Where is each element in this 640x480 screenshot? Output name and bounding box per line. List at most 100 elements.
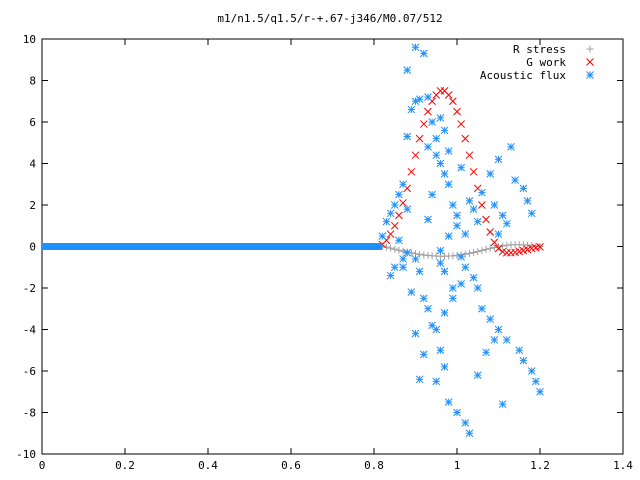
- data-point: [382, 243, 390, 251]
- data-point: [461, 250, 469, 258]
- data-point: [478, 246, 486, 254]
- legend-label: G work: [526, 56, 566, 69]
- data-point: [536, 243, 544, 251]
- data-point: [386, 271, 395, 280]
- data-point: [494, 325, 503, 334]
- data-point: [474, 247, 482, 255]
- data-point: [399, 180, 407, 189]
- data-point: [407, 288, 416, 297]
- data-point: [457, 120, 466, 128]
- data-point: [490, 244, 498, 252]
- data-point: [461, 419, 470, 427]
- data-point: [403, 205, 412, 214]
- y-tick-label: 2: [29, 199, 36, 212]
- data-point: [494, 244, 503, 253]
- data-point: [440, 362, 449, 371]
- y-tick-label: -10: [16, 448, 36, 461]
- data-point: [461, 263, 470, 272]
- data-point: [536, 387, 544, 396]
- data-point: [469, 205, 478, 214]
- data-point: [436, 87, 445, 95]
- data-point: [486, 315, 495, 323]
- data-series: [42, 43, 544, 438]
- data-point: [419, 350, 428, 359]
- data-point: [419, 294, 428, 303]
- data-point: [444, 147, 453, 155]
- data-point: [498, 400, 507, 409]
- legend-label: Acoustic flux: [480, 69, 566, 82]
- data-point: [411, 151, 420, 160]
- data-point: [502, 336, 511, 344]
- data-point: [511, 176, 519, 184]
- data-point: [482, 245, 490, 253]
- data-point: [415, 95, 424, 104]
- data-point: [473, 371, 482, 380]
- data-point: [403, 132, 412, 141]
- data-point: [465, 249, 473, 257]
- data-point: [378, 232, 387, 240]
- data-point: [424, 215, 432, 224]
- data-point: [403, 248, 412, 257]
- data-point: [444, 91, 453, 99]
- legend-marker: [586, 71, 594, 79]
- data-point: [436, 113, 445, 122]
- data-point: [453, 107, 461, 116]
- data-point: [465, 429, 474, 438]
- data-point: [519, 184, 528, 193]
- data-point: [473, 217, 482, 226]
- data-point: [453, 221, 461, 230]
- data-point: [440, 126, 449, 135]
- data-point: [473, 284, 482, 292]
- data-point: [531, 377, 540, 386]
- data-point: [399, 263, 407, 272]
- data-point: [515, 346, 524, 355]
- data-point: [490, 336, 499, 344]
- data-point: [390, 263, 399, 272]
- data-point: [519, 356, 528, 365]
- data-point: [448, 284, 457, 292]
- data-point: [448, 201, 457, 209]
- data-point: [424, 143, 432, 151]
- data-point: [478, 201, 486, 209]
- data-point: [494, 155, 503, 164]
- data-point: [478, 304, 486, 313]
- data-point: [453, 408, 461, 417]
- x-tick-label: 1.2: [530, 459, 550, 472]
- series-r-stress: [378, 241, 544, 260]
- x-tick-label: 0.8: [364, 459, 384, 472]
- legend-marker: [586, 58, 594, 66]
- data-point: [507, 143, 515, 151]
- data-point: [482, 348, 490, 357]
- data-point: [490, 201, 499, 209]
- data-point: [407, 167, 416, 176]
- series-acoustic-flux: [42, 43, 544, 438]
- data-point: [457, 253, 466, 261]
- data-point: [399, 199, 407, 207]
- data-point: [490, 238, 499, 247]
- data-point: [502, 219, 511, 228]
- y-tick-label: 0: [29, 241, 36, 254]
- data-point: [444, 232, 453, 240]
- data-point: [436, 259, 445, 267]
- data-point: [469, 273, 478, 282]
- data-point: [444, 398, 453, 406]
- data-point: [407, 105, 416, 114]
- data-point: [436, 346, 445, 355]
- data-point: [499, 242, 507, 250]
- axis-ticks: 0 0.2 0.4 0.6 0.8 1 1.2 1.4 10 8 6 4 2 0 -2 -4 -6 -8 -10: [16, 33, 633, 472]
- chart-title: m1/n1.5/q1.5/r-+.67-j346/M0.07/512: [217, 12, 442, 25]
- data-point: [432, 151, 441, 160]
- data-point: [482, 215, 490, 224]
- data-point: [461, 134, 470, 143]
- data-point: [419, 120, 428, 128]
- data-point: [469, 167, 478, 176]
- data-point: [448, 97, 457, 106]
- data-point: [440, 267, 449, 276]
- data-point: [432, 134, 441, 143]
- data-point: [465, 151, 474, 160]
- data-point: [390, 201, 399, 209]
- data-point: [424, 107, 432, 116]
- data-point: [395, 236, 403, 245]
- x-tick-label: 0.4: [198, 459, 218, 472]
